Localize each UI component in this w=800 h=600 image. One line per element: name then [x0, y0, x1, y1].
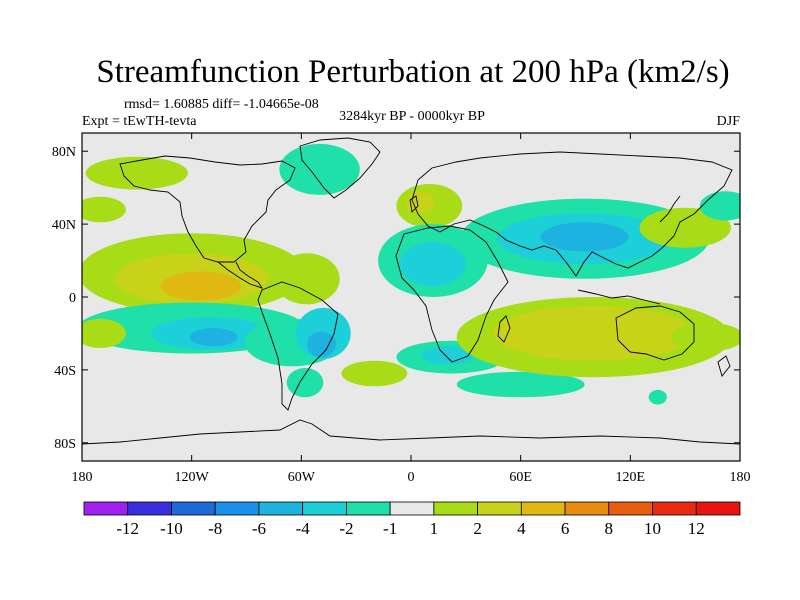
y-tick-label: 80S — [54, 437, 76, 452]
colorbar-label: 2 — [473, 519, 482, 538]
x-tick-label: 180 — [72, 470, 93, 485]
anomaly-region-0 — [85, 156, 188, 190]
coast-central-america — [217, 261, 264, 289]
x-tick-label: 120E — [616, 470, 646, 485]
anomaly-region-5 — [273, 253, 340, 305]
anomaly-region-13 — [279, 143, 360, 195]
anomaly-region-30 — [670, 322, 740, 352]
y-tick-label: 0 — [69, 291, 76, 306]
anomaly-region-11 — [306, 331, 336, 358]
colorbar-swatch — [652, 501, 697, 516]
colorbar-swatch — [564, 501, 610, 516]
chart-title: Streamfunction Perturbation at 200 hPa (… — [96, 54, 729, 90]
colorbar-label: 12 — [688, 519, 705, 538]
colorbar-label: 10 — [644, 519, 661, 538]
coast-madagascar — [497, 315, 511, 343]
anomaly-region-23 — [493, 306, 695, 361]
colorbar-label: 6 — [561, 519, 570, 538]
coast-africa — [395, 225, 509, 363]
colorbar-swatch — [214, 501, 260, 516]
colorbar-label: -6 — [252, 519, 266, 538]
colorbar: -12 -10 -8 -6 -4 -2 -1 1 2 4 6 8 10 12 — [83, 501, 741, 538]
coast-new-zealand — [717, 355, 731, 377]
coastlines — [82, 137, 740, 445]
x-tick-label: 60W — [288, 470, 316, 485]
colorbar-swatch — [258, 501, 304, 516]
x-tick-label: 120W — [175, 470, 210, 485]
colorbar-label: -4 — [296, 519, 311, 538]
colorbar-swatch — [608, 501, 653, 516]
x-axis: 180 120W 60W 0 60E 120E 180 — [72, 133, 751, 485]
anomaly-region-24 — [648, 389, 667, 405]
colorbar-label: -12 — [116, 519, 139, 538]
coast-indonesia — [577, 289, 661, 305]
coast-australia — [615, 305, 695, 361]
anomaly-region-28 — [639, 207, 731, 248]
y-axis: 80N 40N 0 40S 80S — [52, 145, 740, 452]
anomaly-region-20 — [422, 346, 474, 365]
colorbar-swatch — [520, 501, 566, 516]
coast-south-america — [257, 281, 339, 411]
colorbar-label: 8 — [605, 519, 614, 538]
colorbar-swatch — [389, 501, 435, 516]
y-tick-label: 80N — [52, 145, 76, 160]
anomaly-region-1 — [82, 196, 126, 223]
stats-line: rmsd= 1.60885 diff= -1.04665e-08 — [124, 97, 319, 112]
anomaly-region-31 — [82, 318, 126, 348]
coast-antarctica — [82, 419, 740, 445]
coast-greenland — [299, 137, 381, 199]
colorbar-label: -1 — [383, 519, 397, 538]
colorbar-label: -2 — [339, 519, 353, 538]
colorbar-label: 4 — [517, 519, 526, 538]
anomaly-region-21 — [456, 371, 585, 398]
colorbar-label: 1 — [430, 519, 439, 538]
colorbar-label: -8 — [208, 519, 222, 538]
season-label: DJF — [717, 114, 741, 129]
colorbar-swatch — [345, 501, 391, 516]
x-tick-label: 60E — [509, 470, 532, 485]
anomaly-region-17 — [400, 242, 466, 287]
anomaly-field — [82, 143, 740, 405]
experiment-label: Expt = tEwTH-tevta — [82, 114, 197, 129]
coast-uk — [409, 195, 419, 213]
anomaly-region-8 — [189, 328, 238, 347]
x-tick-label: 180 — [730, 470, 751, 485]
coast-north-america — [119, 155, 296, 263]
anomaly-region-4 — [160, 271, 241, 301]
anomaly-region-18 — [341, 360, 408, 387]
anomaly-region-27 — [540, 222, 629, 252]
anomaly-region-29 — [699, 191, 740, 221]
colorbar-label: -10 — [160, 519, 183, 538]
x-tick-label: 0 — [408, 470, 415, 485]
anomaly-region-15 — [405, 191, 435, 214]
colorbar-swatch — [302, 501, 347, 516]
colorbar-swatch — [695, 501, 741, 516]
colorbar-swatch — [171, 501, 216, 516]
anomaly-region-12 — [286, 368, 324, 398]
colorbar-swatch — [477, 501, 522, 516]
colorbar-swatch — [83, 501, 129, 516]
y-tick-label: 40S — [54, 364, 76, 379]
colorbar-swatch — [127, 501, 172, 516]
colorbar-swatch — [433, 501, 478, 516]
coast-japan — [659, 195, 681, 223]
coast-europe-asia — [411, 151, 733, 277]
period-label: 3284kyr BP - 0000kyr BP — [339, 109, 485, 124]
y-tick-label: 40N — [52, 218, 76, 233]
